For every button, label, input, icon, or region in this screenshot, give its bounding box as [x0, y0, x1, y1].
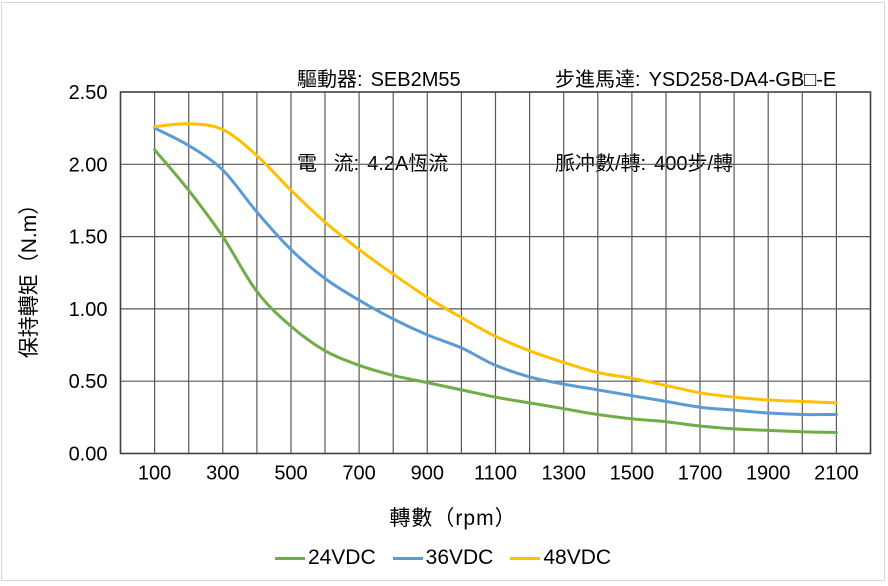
x-tick-label: 300	[206, 463, 239, 485]
x-tick-label: 1500	[610, 463, 655, 485]
y-tick-label: 1.50	[69, 227, 108, 249]
series-line-48vdc	[153, 122, 838, 405]
plot-border	[119, 91, 872, 455]
y-tick-label: 2.00	[69, 154, 108, 176]
x-tick-label: 700	[342, 463, 375, 485]
series-line-36vdc	[153, 126, 838, 417]
x-tick-label: 1700	[678, 463, 723, 485]
x-tick-label: 900	[411, 463, 444, 485]
legend-item-24vdc: 24VDC	[274, 546, 376, 570]
x-tick-label: 2100	[814, 463, 859, 485]
legend-item-48vdc: 48VDC	[510, 546, 611, 570]
x-tick-label: 1900	[746, 463, 791, 485]
driver-row: 驅動器: SEB2M55	[297, 66, 461, 94]
legend-line-36vdc-icon	[392, 556, 423, 560]
y-axis-title: 保持轉矩（N.m）	[18, 193, 41, 359]
legend-label-36vdc: 36VDC	[425, 546, 494, 569]
legend-label-24vdc: 24VDC	[307, 546, 376, 569]
driver-value: SEB2M55	[370, 69, 461, 91]
legend-item-36vdc: 36VDC	[392, 546, 494, 570]
motor-label: 步進馬達:	[555, 69, 641, 91]
motor-value: YSD258-DA4-GB□-E	[648, 69, 837, 91]
x-tick-label: 1300	[541, 463, 586, 485]
x-tick-label: 1100	[474, 463, 517, 485]
header-left-column: 驅動器: SEB2M55 電 流: 4.2A恆流	[297, 10, 461, 234]
y-tick-label: 0.50	[69, 371, 108, 393]
y-tick-label: 1.00	[69, 299, 108, 321]
motor-row: 步進馬達: YSD258-DA4-GB□-E	[555, 66, 836, 94]
legend: 24VDC 36VDC 48VDC	[0, 546, 886, 570]
legend-label-48vdc: 48VDC	[543, 546, 612, 569]
driver-label: 驅動器:	[297, 69, 363, 91]
legend-line-24vdc-icon	[274, 556, 305, 560]
series-line-24vdc	[153, 148, 838, 434]
x-axis-title: 轉數（rpm）	[389, 507, 517, 530]
y-tick-label: 2.50	[69, 82, 108, 104]
x-tick-label: 100	[138, 463, 171, 485]
y-tick-label: 0.00	[69, 444, 108, 466]
legend-line-48vdc-icon	[510, 556, 541, 560]
x-tick-label: 500	[274, 463, 307, 485]
